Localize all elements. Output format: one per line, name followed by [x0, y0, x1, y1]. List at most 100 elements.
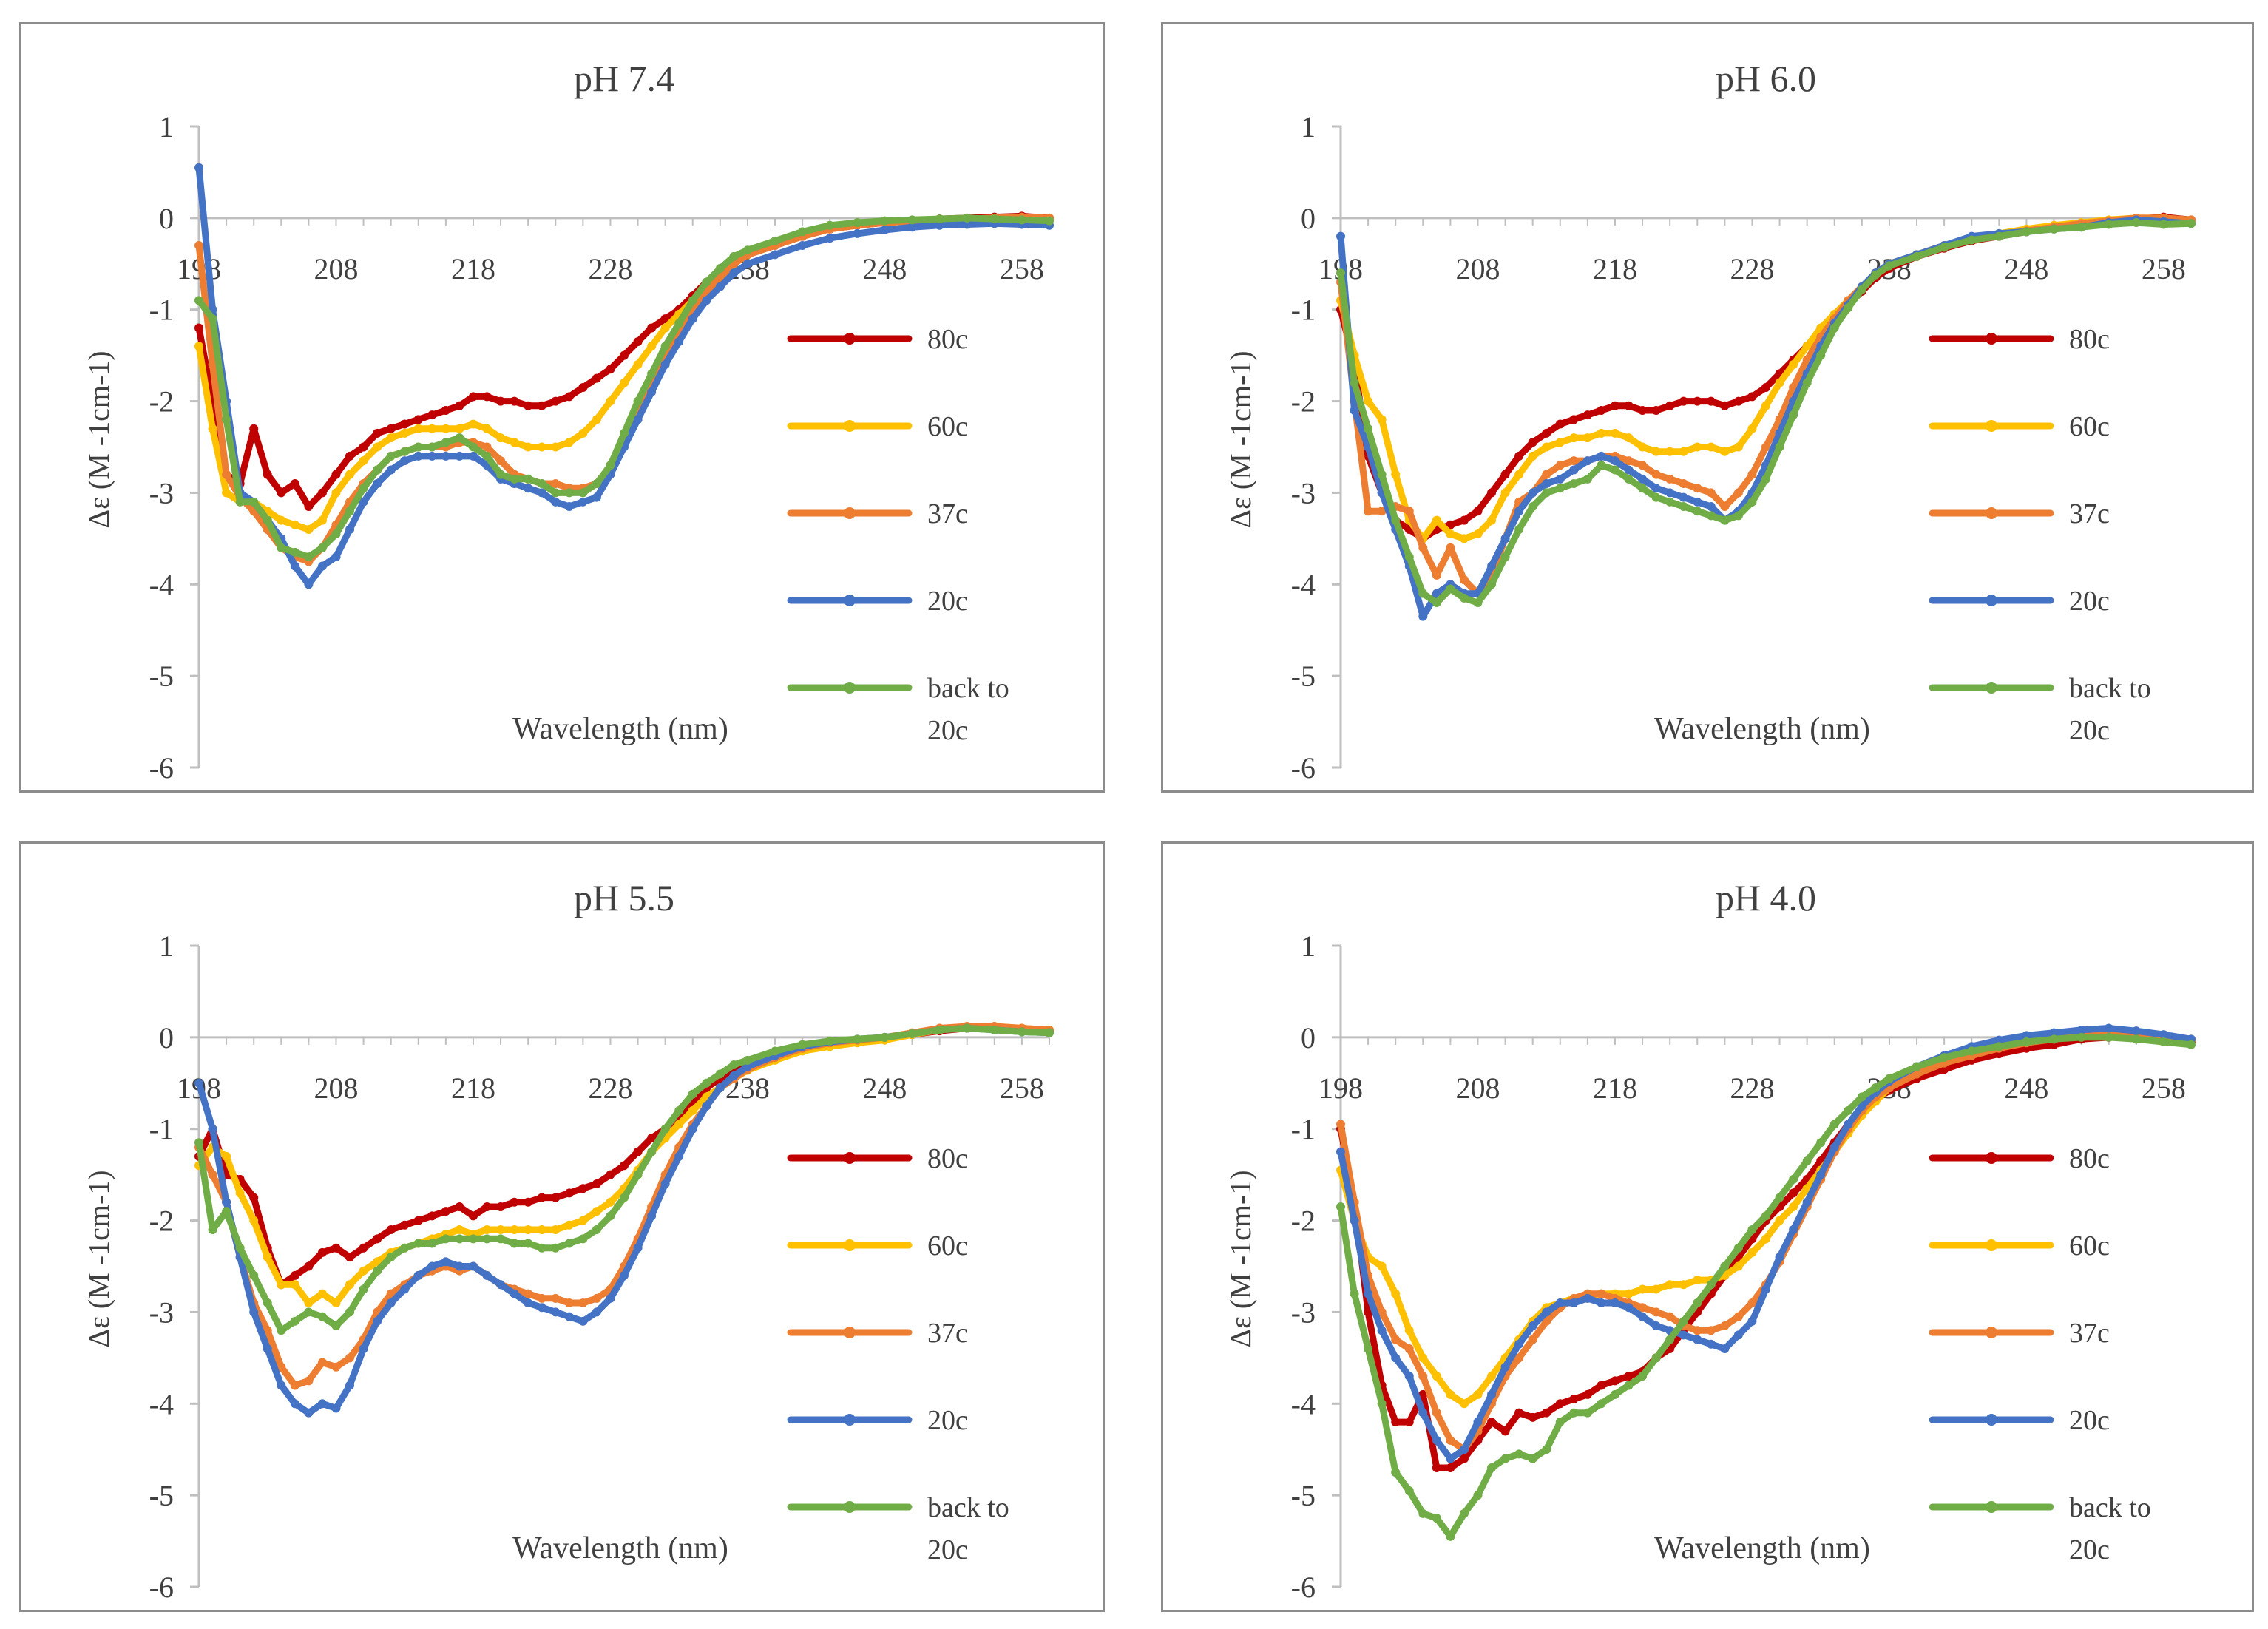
data-point [1432, 515, 1441, 525]
data-point [249, 424, 259, 433]
data-point [2131, 1026, 2141, 1036]
data-point [427, 1239, 437, 1248]
data-point [1569, 415, 1579, 424]
data-point [2104, 220, 2113, 229]
y-tick-label: -6 [149, 751, 174, 785]
data-point [1665, 401, 1675, 410]
data-point [592, 1179, 601, 1189]
data-point [208, 424, 217, 433]
data-point [1720, 1344, 1730, 1353]
data-point [1844, 1120, 1853, 1129]
data-point [1665, 497, 1675, 507]
data-point [1391, 1418, 1401, 1427]
data-point [1432, 1514, 1441, 1523]
data-point [1638, 1372, 1648, 1381]
data-point [564, 392, 574, 402]
data-point [1857, 1092, 1866, 1102]
data-point [510, 396, 519, 406]
data-point [1706, 1280, 1716, 1290]
data-point [1857, 285, 1866, 294]
data-point [1528, 451, 1537, 461]
data-point [1582, 1389, 1592, 1399]
data-point [674, 319, 684, 328]
data-point [468, 392, 478, 402]
data-point [249, 1270, 259, 1280]
data-point [1404, 1418, 1414, 1427]
data-point [1733, 442, 1743, 452]
data-point [1364, 396, 1373, 406]
data-point [441, 1257, 450, 1267]
series-20c [194, 163, 1054, 589]
data-point [771, 236, 780, 245]
data-point [1747, 1316, 1757, 1326]
data-point [1610, 1298, 1619, 1308]
data-point [1693, 1326, 1702, 1335]
data-point [427, 451, 437, 461]
data-point [1597, 1298, 1606, 1308]
data-point [194, 342, 203, 351]
data-point [1542, 479, 1551, 489]
data-point [331, 552, 341, 562]
legend-label: back to [2069, 1492, 2151, 1523]
data-point [688, 296, 697, 305]
legend-label: 60c [2069, 411, 2110, 442]
data-point [524, 1239, 533, 1248]
data-point [688, 1124, 697, 1134]
y-tick-label: -4 [1291, 1387, 1316, 1420]
legend-entry: 20c [1929, 1405, 2110, 1436]
data-point [551, 479, 561, 489]
y-tick-label: 0 [1301, 1021, 1316, 1054]
data-point [1967, 235, 1977, 245]
data-point [1829, 1142, 1839, 1152]
data-point [317, 1247, 327, 1257]
data-point [606, 396, 615, 406]
data-point [1487, 515, 1497, 525]
data-point [496, 456, 506, 466]
data-point [907, 215, 917, 225]
legend-marker [1986, 1239, 1997, 1251]
y-tick-label: 1 [1301, 110, 1316, 143]
data-point [1555, 474, 1565, 484]
data-point [1459, 1445, 1469, 1454]
data-point [1569, 465, 1579, 475]
data-point [578, 497, 588, 507]
data-point [1597, 1399, 1606, 1409]
legend-marker [1986, 595, 1997, 606]
legend-marker [1986, 682, 1997, 694]
data-point [524, 442, 533, 452]
data-point [1432, 1408, 1441, 1418]
data-point [222, 1151, 231, 1161]
data-point [564, 1298, 574, 1308]
data-point [729, 1060, 739, 1070]
x-tick-label: 218 [451, 1071, 495, 1105]
data-point [1514, 451, 1524, 461]
legend-marker [844, 1152, 856, 1164]
x-tick-label: 198 [1319, 1071, 1363, 1105]
data-point [468, 1261, 478, 1271]
data-point [1940, 243, 1949, 252]
data-point [1514, 524, 1524, 534]
data-point [1528, 488, 1537, 498]
legend-marker [844, 1327, 856, 1338]
data-point [510, 438, 519, 447]
data-point [1679, 447, 1688, 456]
legend-entry: back to 20c [1929, 1492, 2151, 1565]
data-point [235, 1188, 245, 1198]
data-point [1459, 593, 1469, 603]
data-point [620, 350, 629, 360]
data-point [1761, 1211, 1770, 1221]
data-point [427, 424, 437, 433]
data-point [413, 1270, 423, 1280]
data-point [1364, 1289, 1373, 1298]
data-point [1582, 1293, 1592, 1303]
data-point [1624, 1372, 1634, 1381]
legend-label: 20c [927, 586, 968, 617]
y-tick-label: -1 [149, 294, 174, 327]
data-point [317, 1399, 327, 1409]
legend-label: 37c [2069, 498, 2110, 529]
y-tick-label: -4 [149, 568, 174, 601]
data-point [592, 1307, 601, 1317]
legend-label: back to [2069, 673, 2151, 704]
data-point [537, 479, 546, 489]
data-point [359, 497, 368, 507]
